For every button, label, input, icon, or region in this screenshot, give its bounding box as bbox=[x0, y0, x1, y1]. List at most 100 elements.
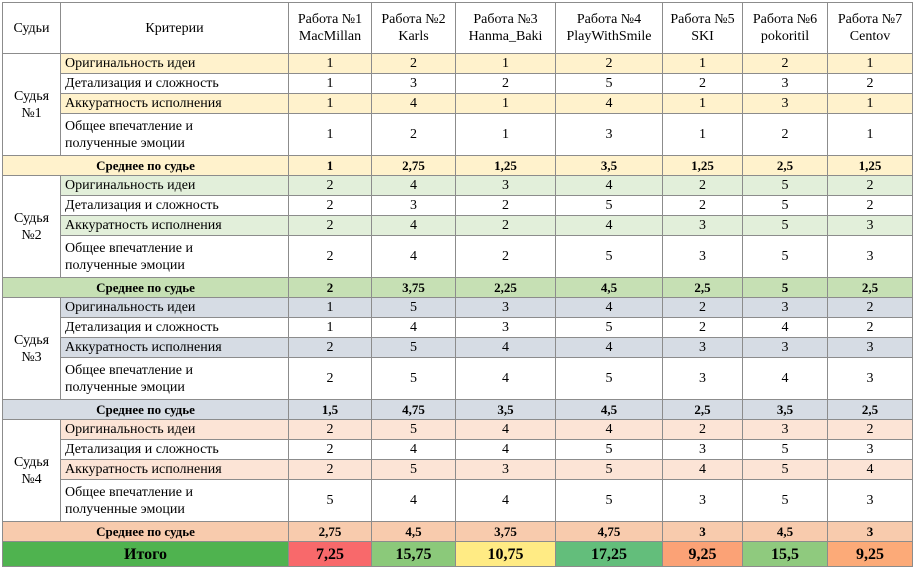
score-cell: 3 bbox=[662, 215, 743, 236]
average-score: 2,5 bbox=[662, 277, 743, 298]
score-cell: 5 bbox=[742, 195, 828, 216]
criterion-row: Аккуратность исполнения 1 4 1 4 1 3 1 bbox=[3, 93, 913, 114]
score-cell: 2 bbox=[288, 419, 372, 440]
score-cell: 5 bbox=[371, 337, 456, 358]
score-cell: 3 bbox=[455, 459, 556, 480]
score-cell: 5 bbox=[742, 459, 828, 480]
score-cell: 5 bbox=[555, 317, 663, 338]
average-score: 5 bbox=[742, 277, 828, 298]
score-cell: 2 bbox=[662, 73, 743, 94]
score-cell: 4 bbox=[555, 337, 663, 358]
score-cell: 4 bbox=[555, 215, 663, 236]
work-name: pokoritil bbox=[760, 29, 810, 44]
score-cell: 3 bbox=[827, 439, 913, 460]
work-header: Работа №4 PlayWithSmile bbox=[555, 2, 663, 54]
score-cell: 2 bbox=[455, 73, 556, 94]
score-cell: 2 bbox=[662, 195, 743, 216]
work-header: Работа №5 SKI bbox=[662, 2, 743, 54]
score-cell: 5 bbox=[742, 215, 828, 236]
score-cell: 3 bbox=[455, 317, 556, 338]
score-cell: 2 bbox=[288, 235, 372, 278]
criterion-text: Аккуратность исполнения bbox=[65, 340, 222, 355]
criterion-cell: Детализация и сложность bbox=[60, 439, 289, 460]
score-cell: 1 bbox=[288, 113, 372, 156]
total-score: 7,25 bbox=[288, 541, 372, 567]
score-cell: 1 bbox=[455, 113, 556, 156]
score-cell: 5 bbox=[371, 357, 456, 400]
criterion-cell: Аккуратность исполнения bbox=[60, 93, 289, 114]
score-cell: 3 bbox=[827, 357, 913, 400]
score-cell: 3 bbox=[455, 297, 556, 318]
score-cell: 3 bbox=[742, 73, 828, 94]
work-label: Работа №7 bbox=[837, 12, 903, 27]
score-cell: 4 bbox=[455, 439, 556, 460]
criterion-text: Детализация и сложность bbox=[65, 76, 219, 91]
criterion-row: Судья №4 Оригинальность идеи 2 5 4 4 2 3 2 bbox=[2, 419, 913, 522]
average-score: 2 bbox=[288, 277, 372, 298]
average-score: 3,5 bbox=[455, 399, 556, 420]
criterion-text: Общее впечатление и полученные эмоции bbox=[65, 240, 193, 273]
score-cell: 5 bbox=[742, 479, 828, 522]
average-score: 1,25 bbox=[827, 155, 913, 176]
score-cell: 4 bbox=[742, 357, 828, 400]
criterion-cell: Общее впечатление и полученные эмоции bbox=[60, 235, 289, 278]
score-cell: 1 bbox=[662, 93, 743, 114]
average-label: Среднее по судье bbox=[2, 521, 289, 542]
score-cell: 3 bbox=[827, 215, 913, 236]
work-label: Работа №5 bbox=[670, 12, 735, 27]
score-cell: 4 bbox=[827, 459, 913, 480]
criterion-text: Оригинальность идеи bbox=[65, 300, 196, 315]
criterion-text: Оригинальность идеи bbox=[65, 178, 196, 193]
average-score: 4,5 bbox=[555, 277, 663, 298]
criterion-cell: Общее впечатление и полученные эмоции bbox=[60, 357, 289, 400]
score-cell: 1 bbox=[827, 93, 913, 114]
score-cell: 2 bbox=[288, 357, 372, 400]
criterion-row: Общее впечатление и полученные эмоции 5 4 4… bbox=[3, 479, 913, 522]
average-score: 2,25 bbox=[455, 277, 556, 298]
criterion-row: Детализация и сложность 1 3 2 5 2 3 2 bbox=[3, 73, 913, 94]
score-cell: 4 bbox=[371, 317, 456, 338]
average-score: 4,5 bbox=[742, 521, 828, 542]
score-cell: 2 bbox=[827, 73, 913, 94]
judge-cell: Судья №2 bbox=[2, 175, 61, 278]
score-cell: 3 bbox=[742, 337, 828, 358]
judge-cell: Судья №3 bbox=[2, 297, 61, 400]
score-cell: 2 bbox=[288, 337, 372, 358]
criterion-row: Детализация и сложность 2 3 2 5 2 5 2 bbox=[3, 195, 913, 216]
score-cell: 2 bbox=[288, 459, 372, 480]
average-row: Среднее по судье 2,75 4,5 3,75 4,75 3 4,5 3 bbox=[2, 521, 913, 542]
score-cell: 2 bbox=[742, 53, 828, 74]
criterion-text: Детализация и сложность bbox=[65, 320, 219, 335]
average-score: 2,5 bbox=[827, 399, 913, 420]
score-cell: 2 bbox=[662, 419, 743, 440]
score-cell: 4 bbox=[555, 419, 663, 440]
score-cell: 5 bbox=[555, 439, 663, 460]
criterion-text: Детализация и сложность bbox=[65, 442, 219, 457]
score-cell: 5 bbox=[555, 459, 663, 480]
average-score: 3,75 bbox=[455, 521, 556, 542]
score-cell: 2 bbox=[827, 419, 913, 440]
score-cell: 3 bbox=[827, 479, 913, 522]
score-cell: 1 bbox=[288, 73, 372, 94]
score-cell: 1 bbox=[288, 53, 372, 74]
criterion-text: Аккуратность исполнения bbox=[65, 218, 222, 233]
score-cell: 5 bbox=[555, 235, 663, 278]
average-score: 1,25 bbox=[662, 155, 743, 176]
work-header: Работа №1 MacMillan bbox=[288, 2, 372, 54]
score-cell: 2 bbox=[555, 53, 663, 74]
criterion-row: Судья №2 Оригинальность идеи 2 4 3 4 2 5 2 bbox=[2, 175, 913, 278]
score-cell: 3 bbox=[742, 297, 828, 318]
score-cell: 2 bbox=[827, 317, 913, 338]
criterion-text: Аккуратность исполнения bbox=[65, 462, 222, 477]
judge-cell: Судья №4 bbox=[2, 419, 61, 522]
header-row: Судьи Критерии Работа №1 MacMillan Работа №2… bbox=[2, 2, 913, 54]
total-score: 10,75 bbox=[455, 541, 556, 567]
score-cell: 2 bbox=[827, 195, 913, 216]
score-cell: 1 bbox=[662, 113, 743, 156]
criterion-text: Оригинальность идеи bbox=[65, 56, 196, 71]
criterion-cell: Общее впечатление и полученные эмоции bbox=[60, 113, 289, 156]
total-score: 9,25 bbox=[827, 541, 913, 567]
work-name: Centov bbox=[849, 29, 891, 44]
score-cell: 1 bbox=[288, 93, 372, 114]
